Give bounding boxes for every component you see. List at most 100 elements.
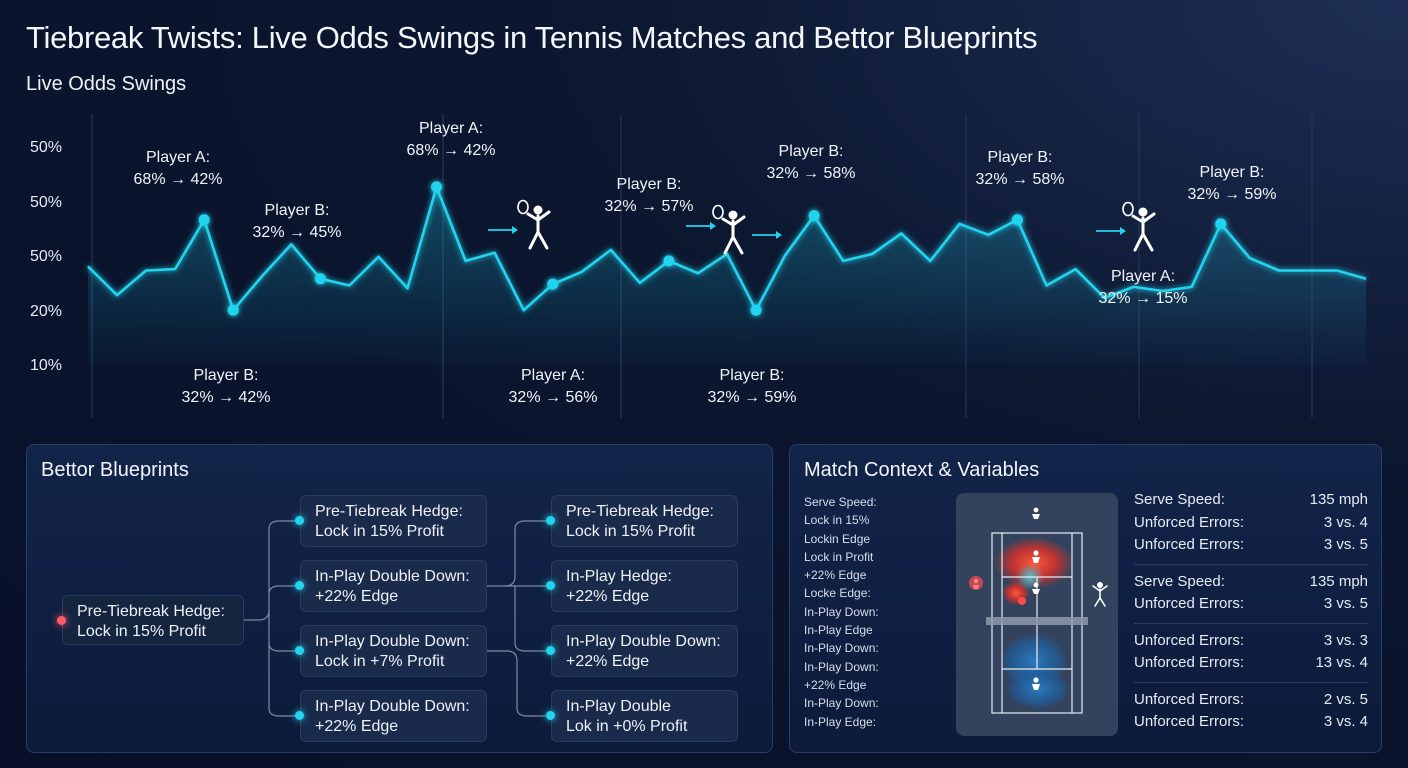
stat-divider — [1134, 681, 1368, 683]
context-notes: Serve Speed: Lock in 15% Lockin Edge Lock i… — [804, 493, 879, 731]
annotation-player: Player A: — [419, 120, 483, 137]
blueprint-node[interactable]: Pre-Tiebreak Hedge: Lock in 15% Profit — [300, 495, 487, 547]
swing-point — [314, 273, 326, 285]
context-note: In-Play Down: — [804, 641, 879, 656]
blueprint-node[interactable]: In-Play Double Lok in +0% Profit — [551, 690, 738, 742]
match-stats: Serve Speed: 135 mph Unforced Errors: 3 vs.… — [1134, 489, 1368, 734]
tennis-player-icon — [1122, 201, 1156, 252]
blueprint-outcome: +22% Edge — [315, 718, 399, 735]
blueprint-outcome: Lock in 15% Profit — [566, 523, 695, 540]
context-note: Lock in Profit — [804, 549, 874, 564]
context-title: Match Context & Variables — [804, 459, 1040, 481]
swing-point — [1215, 218, 1227, 230]
connector-line — [487, 650, 546, 717]
stat-label: Serve Speed: — [1134, 491, 1225, 508]
annotation-player: Player A: — [146, 149, 210, 166]
connector-line — [268, 707, 295, 717]
annotation-change: 32% → 57% — [605, 198, 694, 215]
swing-point — [431, 181, 443, 193]
swing-point — [750, 304, 762, 316]
annotation-change: 68% → 42% — [134, 171, 223, 188]
court-heatmap — [956, 493, 1118, 736]
bettor-blueprints-panel: Bettor Blueprints Pre-Tiebreak Hedge: Loc… — [26, 444, 773, 753]
annotation-player: Player B: — [779, 143, 844, 160]
swing-point — [547, 278, 559, 290]
annotation-change: 32% → 59% — [708, 389, 797, 406]
swing-point — [198, 214, 210, 226]
stat-value: 135 mph — [1309, 491, 1368, 508]
node-dot — [295, 711, 304, 720]
blueprint-strategy: Pre-Tiebreak Hedge: — [566, 503, 714, 520]
blueprint-outcome: Lock in 15% Profit — [315, 523, 444, 540]
context-note: Serve Speed: — [804, 495, 877, 509]
odds-line — [87, 185, 1367, 312]
stat-label: Serve Speed: — [1134, 572, 1225, 590]
context-note: In-Play Down: — [804, 659, 879, 674]
node-dot — [546, 581, 555, 590]
stat-divider — [1134, 622, 1368, 624]
blueprint-node[interactable]: In-Play Double Down: +22% Edge — [300, 560, 487, 612]
blueprint-strategy: In-Play Double — [566, 698, 671, 715]
blueprint-outcome: +22% Edge — [566, 588, 650, 605]
context-note: +22% Edge — [804, 568, 867, 583]
stat-row: Serve Speed: 135 mph — [1134, 571, 1368, 594]
context-note: In-Play Edge: — [804, 714, 877, 729]
node-dot — [546, 516, 555, 525]
stat-label: Unforced Errors: — [1134, 513, 1245, 531]
connector-line — [258, 609, 270, 621]
blueprint-strategy: In-Play Double Down: — [315, 698, 470, 715]
annotation-change: 32% → 58% — [767, 165, 856, 182]
annotation-change: 32% → 59% — [1188, 186, 1277, 203]
blueprint-connectors — [244, 520, 546, 717]
stat-divider — [1134, 563, 1368, 565]
stat-value: 13 vs. 4 — [1315, 654, 1368, 671]
annotation-player: Player A: — [1111, 268, 1175, 285]
stat-row: Unforced Errors: 3 vs. 4 — [1134, 711, 1368, 734]
annotation-player: Player B: — [194, 367, 259, 384]
blueprint-node[interactable]: In-Play Double Down: Lock in +7% Profit — [300, 625, 487, 677]
stat-value: 3 vs. 4 — [1323, 713, 1368, 730]
stat-value: 2 vs. 5 — [1323, 690, 1368, 708]
stat-label: Unforced Errors: — [1134, 654, 1245, 671]
blueprints-title: Bettor Blueprints — [41, 459, 189, 481]
blueprint-node[interactable]: In-Play Hedge: +22% Edge — [551, 560, 738, 612]
swing-point — [663, 255, 675, 267]
match-context-panel: Match Context & Variables Serve Speed: Lo… — [789, 444, 1382, 753]
y-tick-label: 50% — [30, 194, 62, 211]
stat-label: Unforced Errors: — [1134, 536, 1245, 553]
stat-label: Unforced Errors: — [1134, 595, 1245, 612]
connector-line — [268, 642, 295, 652]
blueprint-strategy: In-Play Double Down: — [566, 633, 721, 650]
odds-swing-chart: 50% 50% 50% 20% 10% Player A: 68% → 42% Player… — [30, 114, 1367, 418]
annotation-player: Player B: — [720, 367, 785, 384]
node-dot — [546, 646, 555, 655]
annotation-player: Player B: — [617, 176, 682, 193]
blueprint-outcome: Lok in +0% Profit — [566, 718, 688, 735]
context-note: In-Play Edge — [804, 623, 873, 638]
stat-value: 3 vs. 3 — [1323, 631, 1368, 649]
blueprint-strategy: Pre-Tiebreak Hedge: — [77, 603, 225, 620]
y-tick-label: 50% — [30, 248, 62, 265]
page-title: Tiebreak Twists: Live Odds Swings in Ten… — [26, 20, 1038, 55]
annotation-change: 32% → 42% — [182, 389, 271, 406]
stat-value: 135 mph — [1309, 572, 1368, 590]
blueprint-node[interactable]: Pre-Tiebreak Hedge: Lock in 15% Profit — [62, 595, 244, 645]
connector-line — [268, 520, 295, 530]
y-tick-label: 20% — [30, 303, 62, 320]
blueprint-outcome: +22% Edge — [315, 588, 399, 605]
swing-point — [808, 210, 820, 222]
stat-row: Unforced Errors: 13 vs. 4 — [1134, 652, 1368, 675]
blueprint-node[interactable]: Pre-Tiebreak Hedge: Lock in 15% Profit — [551, 495, 738, 547]
annotation-player: Player B: — [265, 202, 330, 219]
annotation-change: 32% → 45% — [253, 224, 342, 241]
y-tick-label: 50% — [30, 139, 62, 156]
context-note: In-Play Down: — [804, 696, 879, 711]
blueprint-node[interactable]: In-Play Double Down: +22% Edge — [551, 625, 738, 677]
node-dot — [295, 516, 304, 525]
blueprint-strategy: In-Play Hedge: — [566, 568, 672, 585]
stat-label: Unforced Errors: — [1134, 690, 1245, 708]
stat-row: Unforced Errors: 3 vs. 3 — [1134, 630, 1368, 653]
stat-value: 3 vs. 5 — [1323, 536, 1368, 553]
blueprint-node[interactable]: In-Play Double Down: +22% Edge — [300, 690, 487, 742]
annotation-player: Player B: — [1200, 164, 1265, 181]
